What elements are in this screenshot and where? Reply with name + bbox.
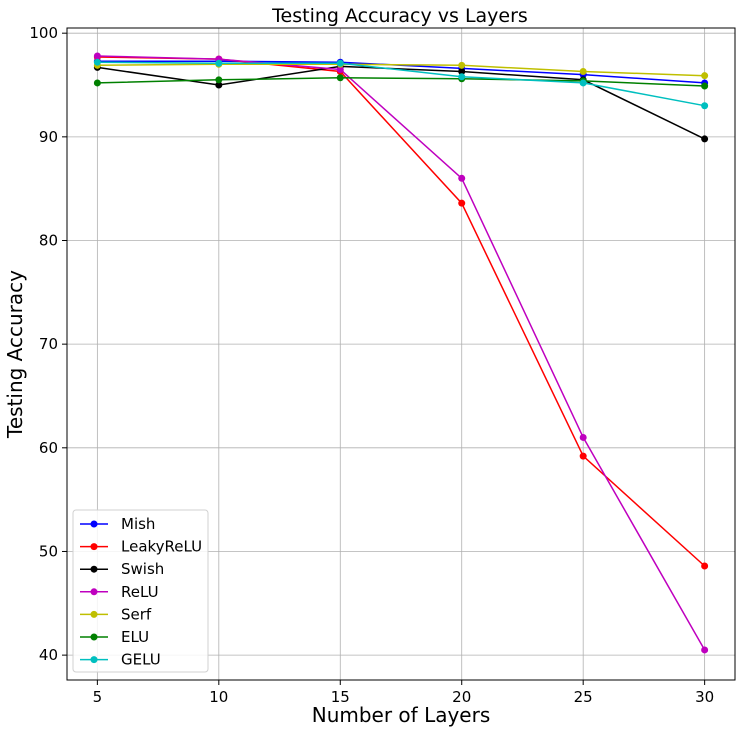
y-tick-label: 100	[29, 24, 58, 42]
data-point-serf	[579, 68, 587, 76]
legend-marker	[90, 633, 98, 641]
chart-title: Testing Accuracy vs Layers	[271, 5, 528, 27]
legend-box	[72, 509, 209, 673]
y-tick-label: 40	[39, 646, 58, 664]
x-tick-label: 15	[331, 688, 350, 706]
data-point-gelu	[701, 102, 709, 110]
y-tick-label: 50	[39, 542, 58, 560]
series-line-relu	[97, 55, 706, 651]
legend-label: Swish	[121, 560, 164, 578]
x-tick-label: 5	[93, 688, 103, 706]
legend-marker	[90, 543, 98, 551]
legend-marker	[90, 520, 98, 528]
legend-item-serf: Serf	[80, 605, 152, 623]
series-line-serf	[97, 63, 705, 77]
legend-item-mish: Mish	[80, 515, 155, 533]
data-point-leakyrelu	[579, 452, 587, 460]
x-tick-label: 25	[574, 688, 593, 706]
legend-label: Mish	[121, 515, 155, 533]
legend-marker	[90, 656, 98, 664]
data-point-gelu	[93, 58, 101, 66]
data-point-gelu	[458, 73, 466, 81]
x-tick-label: 20	[452, 688, 471, 706]
legend-label: ELU	[121, 628, 149, 646]
legend-item-elu: ELU	[80, 628, 149, 646]
ticks: 5 10 15 20 25 30 40 50 60 70 80 90 100	[29, 24, 714, 706]
data-point-swish	[215, 81, 223, 89]
data-point-relu	[701, 646, 709, 654]
series-gelu	[93, 58, 709, 110]
y-tick-label: 70	[39, 335, 58, 353]
data-point-leakyrelu	[458, 199, 466, 207]
x-axis-label: Number of Layers	[312, 703, 491, 727]
data-point-serf	[701, 72, 709, 80]
data-point-elu	[336, 74, 344, 82]
series-line-gelu	[97, 61, 705, 107]
data-point-relu	[336, 65, 344, 73]
legend-item-relu: ReLU	[80, 583, 159, 601]
data-point-gelu	[579, 79, 587, 87]
x-tick-label: 30	[695, 688, 714, 706]
legend-label: LeakyReLU	[121, 538, 202, 556]
legend-item-swish: Swish	[80, 560, 164, 578]
y-tick-label: 80	[39, 231, 58, 249]
series-layer	[93, 52, 709, 654]
y-axis-label: Testing Accuracy	[3, 270, 27, 439]
legend-item-leakyrelu: LeakyReLU	[80, 538, 202, 556]
data-point-serf	[458, 61, 466, 69]
data-point-leakyrelu	[701, 562, 709, 570]
series-relu	[93, 52, 709, 654]
series-leakyrelu	[93, 53, 709, 570]
y-tick-label: 90	[39, 128, 58, 146]
series-line-swish	[97, 65, 705, 140]
y-tick-label: 60	[39, 439, 58, 457]
data-point-elu	[215, 76, 223, 84]
legend-item-gelu: GELU	[80, 651, 161, 669]
legend-label: Serf	[121, 605, 152, 623]
plot-frame	[66, 27, 736, 681]
data-point-swish	[701, 135, 709, 143]
series-line-elu	[97, 77, 705, 87]
data-point-relu	[93, 52, 101, 60]
data-point-relu	[458, 174, 466, 182]
legend-label: GELU	[121, 651, 161, 669]
data-point-elu	[701, 82, 709, 90]
legend: Mish LeakyReLU Swish ReLU Serf ELU GELU	[72, 509, 209, 673]
legend-label: ReLU	[121, 583, 159, 601]
data-point-gelu	[336, 59, 344, 67]
legend-marker	[90, 610, 98, 618]
data-point-gelu	[215, 59, 223, 67]
data-point-elu	[93, 79, 101, 87]
data-point-relu	[579, 433, 587, 441]
legend-marker	[90, 588, 98, 596]
x-tick-label: 10	[209, 688, 228, 706]
legend-marker	[90, 565, 98, 573]
data-point-swish	[458, 68, 466, 76]
series-swish	[93, 62, 709, 143]
